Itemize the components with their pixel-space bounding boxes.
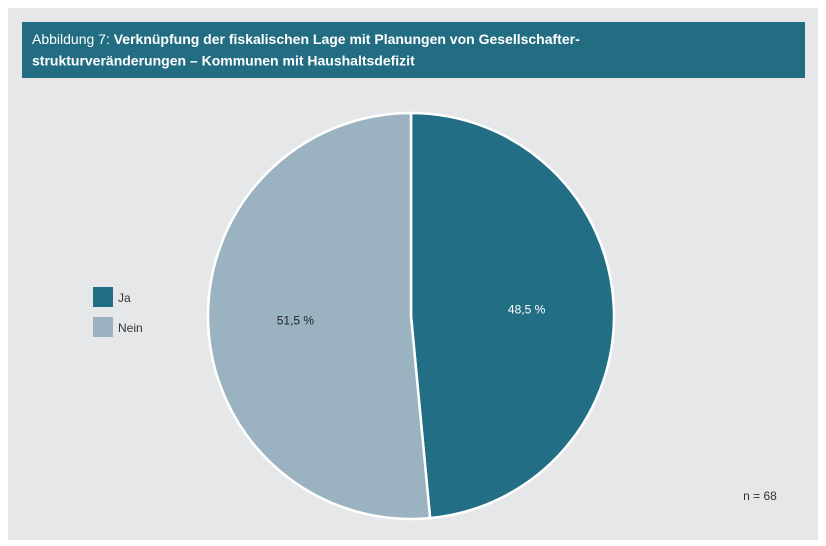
title-bar xyxy=(22,22,805,78)
title-line: strukturveränderungen – Kommunen mit Hau… xyxy=(32,53,415,69)
legend-label: Ja xyxy=(118,291,131,305)
data-label: 48,5 % xyxy=(508,303,546,317)
data-label: 51,5 % xyxy=(277,314,315,328)
figure-label: Abbildung 7: xyxy=(32,31,110,47)
pie-slice xyxy=(206,111,432,521)
legend-swatch xyxy=(93,317,113,337)
legend-swatch xyxy=(93,287,113,307)
title-line: Verknüpfung der fiskalischen Lage mit Pl… xyxy=(114,31,580,47)
legend-label: Nein xyxy=(118,321,143,335)
chart-title: Abbildung 7: Verknüpfung der fiskalische… xyxy=(32,31,580,47)
pie-slice xyxy=(409,111,616,520)
annotation: n = 68 xyxy=(743,489,777,503)
